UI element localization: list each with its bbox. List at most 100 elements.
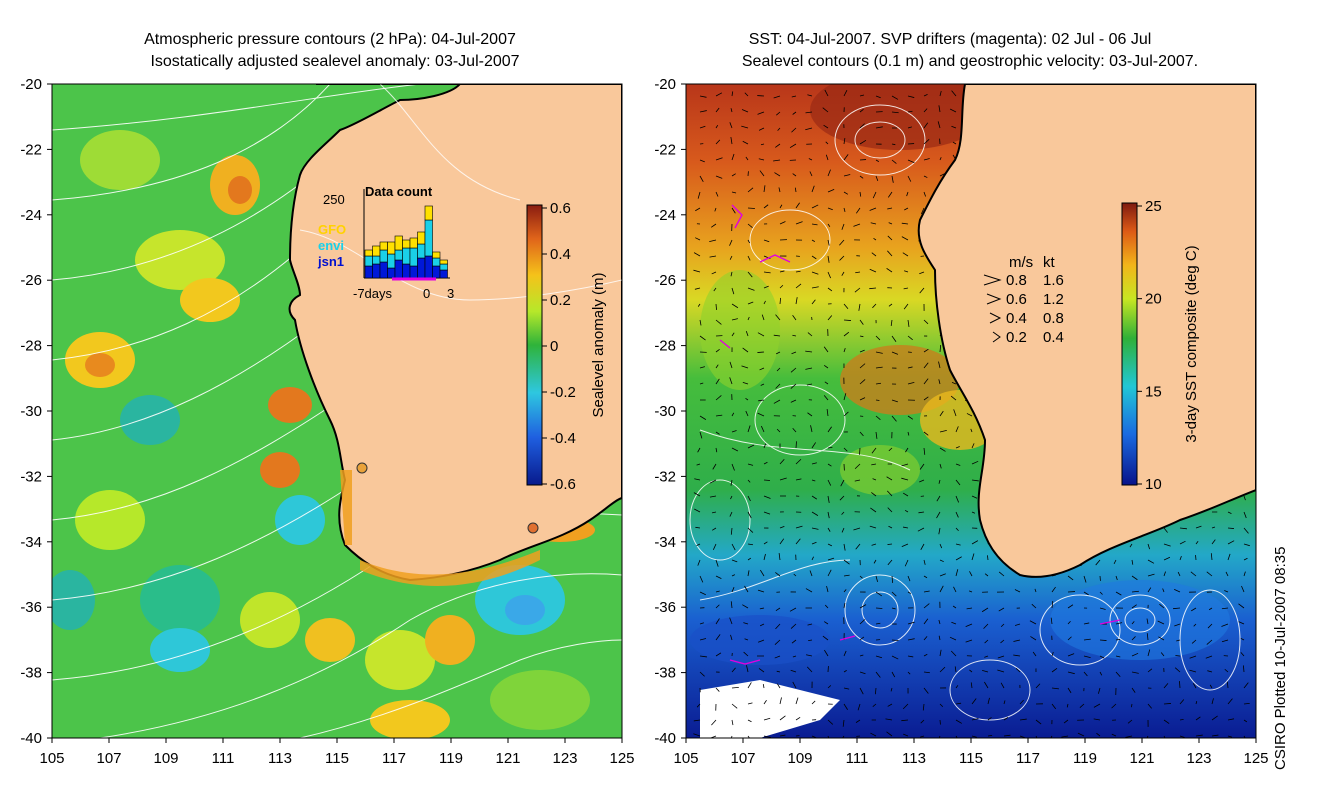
left-lon-tick-label: 119 bbox=[439, 750, 463, 767]
left-lon-tick-label: 105 bbox=[39, 750, 64, 767]
inset-bar-segment bbox=[372, 263, 381, 279]
cloud-mask bbox=[700, 680, 840, 738]
left-lat-tick-label: -32 bbox=[20, 468, 42, 485]
sla-colorbar: 0.6 0.4 0.2 0 -0.2 -0.4 -0.6 Sealevel anomaly … bbox=[526, 200, 607, 493]
right-lon-tick-label: 109 bbox=[787, 750, 812, 767]
left-lat-tick-label: -26 bbox=[20, 272, 42, 289]
velocity-legend: m/s kt 0.8 1.6 0.6 1.2 0.4 0.8 0.2 0.4 bbox=[983, 254, 1064, 346]
sst-colorbar-tick: 25 bbox=[1145, 198, 1162, 215]
inset-bar-segment bbox=[424, 205, 433, 221]
inset-bars bbox=[364, 205, 448, 281]
left-lat-tick-label: -38 bbox=[20, 665, 42, 682]
left-title-line-2: Isostatically adjusted sealevel anomaly:… bbox=[150, 53, 520, 70]
inset-bar-segment bbox=[439, 263, 448, 271]
sealevel-contours bbox=[689, 104, 1241, 721]
right-lat-tick-label: -36 bbox=[654, 599, 676, 616]
right-lon-tick-label: 107 bbox=[730, 750, 755, 767]
left-lon-tick-label: 121 bbox=[495, 750, 520, 767]
left-axes: -20 -22 -24 -26 -28 -30 -32 -34 -36 -38 -40 105 107 1… bbox=[20, 76, 634, 767]
inset-xlabel-zero: 0 bbox=[423, 286, 430, 301]
svp-drifter-tracks bbox=[719, 204, 1121, 665]
left-lat-tick-label: -24 bbox=[20, 207, 42, 224]
right-lon-tick-label: 117 bbox=[1016, 750, 1040, 767]
station-marker-2 bbox=[527, 522, 539, 534]
right-lon-tick-label: 119 bbox=[1073, 750, 1097, 767]
right-lon-tick-label: 115 bbox=[959, 750, 983, 767]
inset-bar-segment bbox=[379, 241, 388, 251]
right-lat-tick-label: -34 bbox=[654, 534, 676, 551]
right-lon-tick-label: 121 bbox=[1129, 750, 1154, 767]
inset-bar-segment bbox=[394, 249, 403, 261]
right-map bbox=[686, 84, 1256, 738]
inset-bar-segment bbox=[372, 255, 381, 265]
left-lon-tick-label: 109 bbox=[153, 750, 178, 767]
inset-bar-segment bbox=[432, 257, 441, 267]
sla-colorbar-tick: 0 bbox=[550, 338, 558, 355]
left-lon-tick-label: 125 bbox=[609, 750, 634, 767]
right-lon-tick-label: 123 bbox=[1186, 750, 1211, 767]
sla-anomaly-blobs bbox=[52, 130, 595, 738]
inset-bar-segment bbox=[424, 255, 433, 279]
left-lat-tick-label: -34 bbox=[20, 534, 42, 551]
inset-ymax-label: 250 bbox=[323, 192, 345, 207]
velocity-legend-ms: 0.4 bbox=[1006, 310, 1027, 327]
right-lon-tick-label: 105 bbox=[673, 750, 698, 767]
velocity-legend-ms: 0.6 bbox=[1006, 291, 1027, 308]
velocity-legend-header-kt: kt bbox=[1043, 254, 1056, 271]
left-lon-tick-label: 113 bbox=[268, 750, 292, 767]
left-lat-tick-label: -28 bbox=[20, 338, 42, 355]
inset-bar-segment bbox=[387, 267, 396, 279]
inset-bar-segment bbox=[432, 265, 441, 279]
inset-bar-segment bbox=[379, 261, 388, 279]
left-lon-tick-label: 111 bbox=[212, 750, 235, 767]
sla-colorbar-tick: 0.4 bbox=[550, 246, 571, 263]
velocity-legend-arrow bbox=[989, 312, 1002, 324]
inset-bar-segment bbox=[417, 257, 426, 279]
velocity-legend-ms: 0.8 bbox=[1006, 272, 1027, 289]
australia-land-left bbox=[288, 84, 622, 582]
left-lat-tick-label: -20 bbox=[20, 76, 42, 93]
sla-colorbar-tick: -0.2 bbox=[550, 384, 576, 401]
velocity-legend-arrow bbox=[983, 274, 1002, 286]
right-lat-tick-label: -24 bbox=[654, 207, 676, 224]
inset-bar-segment bbox=[387, 253, 396, 269]
velocity-legend-kt: 0.8 bbox=[1043, 310, 1064, 327]
velocity-legend-arrow bbox=[986, 293, 1002, 305]
sla-colorbar-tick: 0.2 bbox=[550, 292, 571, 309]
inset-bar-segment bbox=[364, 265, 373, 279]
inset-bar-segment bbox=[394, 235, 403, 251]
inset-bar-segment bbox=[432, 251, 441, 259]
right-lat-tick-label: -20 bbox=[654, 76, 676, 93]
inset-bar-segment bbox=[402, 247, 411, 265]
inset-bar-segment bbox=[409, 247, 418, 267]
left-lat-tick-label: -40 bbox=[20, 730, 42, 747]
inset-bar-segment bbox=[372, 245, 381, 257]
left-title-line-1: Atmospheric pressure contours (2 hPa): 0… bbox=[144, 31, 516, 48]
inset-bar-segment bbox=[364, 249, 373, 257]
inset-bar-segment bbox=[417, 231, 426, 245]
land-pressure-contour bbox=[379, 84, 521, 201]
left-lat-tick-label: -30 bbox=[20, 403, 42, 420]
inset-legend-gfo: GFO bbox=[318, 222, 346, 237]
inset-bar-segment bbox=[402, 263, 411, 279]
right-lat-tick-label: -40 bbox=[654, 730, 676, 747]
right-lon-tick-label: 113 bbox=[902, 750, 926, 767]
velocity-legend-header-ms: m/s bbox=[1009, 254, 1033, 271]
inset-bar-segment bbox=[379, 249, 388, 263]
inset-legend-envi: envi bbox=[318, 238, 344, 253]
sla-colorbar-label: Sealevel anomaly (m) bbox=[590, 272, 607, 417]
inset-bar-segment bbox=[409, 265, 418, 279]
right-lat-tick-label: -28 bbox=[654, 338, 676, 355]
sla-colorbar-tick: -0.6 bbox=[550, 476, 576, 493]
velocity-legend-kt: 0.4 bbox=[1043, 329, 1064, 346]
left-lon-tick-label: 115 bbox=[325, 750, 349, 767]
right-lon-tick-label: 111 bbox=[846, 750, 869, 767]
inset-bar-segment bbox=[439, 259, 448, 265]
inset-legend-jsn1: jsn1 bbox=[317, 254, 344, 269]
right-lat-tick-label: -32 bbox=[654, 468, 676, 485]
sst-colorbar-tick: 10 bbox=[1145, 476, 1162, 493]
right-axes: -20 -22 -24 -26 -28 -30 -32 -34 -36 -38 -40 105 107 1… bbox=[654, 76, 1268, 767]
right-lat-tick-label: -30 bbox=[654, 403, 676, 420]
sst-features bbox=[690, 84, 1230, 738]
